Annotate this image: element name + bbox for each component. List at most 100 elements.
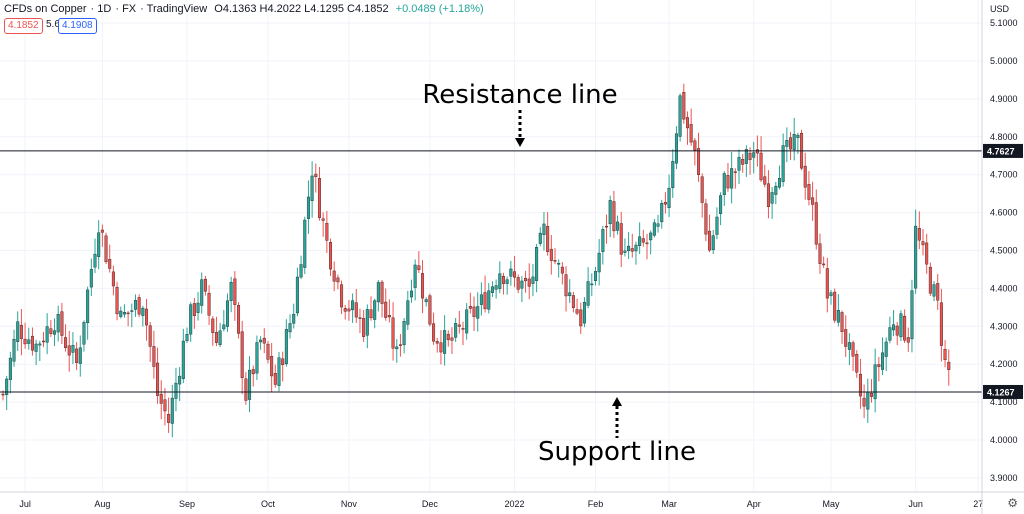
candle-body xyxy=(674,133,678,164)
y-tick-label: 4.2000 xyxy=(990,359,1018,369)
gear-icon[interactable]: ⚙ xyxy=(1007,496,1018,510)
candle-body xyxy=(343,308,347,312)
buy-price-button[interactable]: 4.1908 xyxy=(58,18,97,34)
candle-body xyxy=(892,324,896,331)
candle-body xyxy=(214,332,218,343)
support-line-price-tag xyxy=(983,384,1023,399)
x-tick-label: 27 xyxy=(973,499,983,509)
candle-body xyxy=(833,291,837,321)
candle-body xyxy=(906,337,910,343)
candle-body xyxy=(774,185,778,195)
candle-body xyxy=(402,321,406,345)
candle-body xyxy=(531,276,535,284)
sell-price-button[interactable]: 4.1852 xyxy=(4,18,43,34)
candle-body xyxy=(700,176,704,203)
candle-body xyxy=(520,280,524,289)
x-tick-label: 2022 xyxy=(505,499,525,509)
candle-body xyxy=(5,378,9,395)
candle-body xyxy=(71,345,75,353)
candle-body xyxy=(211,318,215,333)
candle-body xyxy=(443,330,447,354)
candle-body xyxy=(697,148,701,175)
candle-body xyxy=(163,399,167,412)
candle-body xyxy=(225,300,229,327)
candle-body xyxy=(737,157,741,171)
candle-body xyxy=(222,324,226,330)
candle-body xyxy=(792,133,796,150)
candle-body xyxy=(538,232,542,244)
support-arrow-head xyxy=(612,397,622,406)
candle-body xyxy=(888,327,892,341)
candle-body xyxy=(568,292,572,297)
candle-body xyxy=(340,284,344,308)
candle-body xyxy=(229,282,233,301)
symbol-name[interactable]: CFDs on Copper xyxy=(4,3,87,15)
candle-body xyxy=(943,349,947,361)
currency-label[interactable]: USD xyxy=(990,4,1010,14)
interval[interactable]: 1D xyxy=(97,3,112,15)
candle-body xyxy=(546,225,550,252)
x-tick-label: Apr xyxy=(747,499,761,509)
candle-body xyxy=(586,281,590,306)
candle-body xyxy=(855,354,859,373)
candle-body xyxy=(49,328,53,334)
candle-body xyxy=(30,335,34,351)
candle-body xyxy=(627,245,631,252)
candle-body xyxy=(336,277,340,283)
exchange: FX xyxy=(122,3,137,15)
candle-body xyxy=(288,323,292,333)
candle-body xyxy=(358,317,362,319)
y-tick-label: 4.5000 xyxy=(990,246,1018,256)
candle-body xyxy=(730,168,734,189)
candle-body xyxy=(170,397,174,424)
candle-body xyxy=(93,253,97,268)
candle-body xyxy=(605,225,609,228)
candle-body xyxy=(284,329,288,365)
y-tick-label: 4.9000 xyxy=(990,94,1018,104)
candle-body xyxy=(435,341,439,344)
candle-body xyxy=(428,295,432,325)
x-tick-label: Dec xyxy=(422,499,439,509)
candle-body xyxy=(619,223,623,255)
candle-body xyxy=(207,292,211,316)
candle-body xyxy=(498,273,502,289)
candle-body xyxy=(273,373,277,385)
chart-header: CFDs on Copper · 1D · FX · TradingView O4.1… xyxy=(4,3,484,15)
candle-body xyxy=(704,203,708,235)
candle-body xyxy=(564,274,568,297)
candle-body xyxy=(836,310,840,323)
candle-body xyxy=(468,305,472,309)
candle-body xyxy=(733,171,737,173)
candle-body xyxy=(181,340,185,379)
grid-lines xyxy=(0,0,982,492)
candle-body xyxy=(321,218,325,221)
candle-body xyxy=(711,235,715,251)
candle-body xyxy=(34,343,38,352)
candle-body xyxy=(608,200,612,225)
candle-body xyxy=(862,397,866,407)
candle-body xyxy=(840,312,844,332)
y-tick-label: 4.7000 xyxy=(990,170,1018,180)
candle-body xyxy=(689,124,693,143)
candle-body xyxy=(446,333,450,341)
candle-body xyxy=(825,268,829,299)
candle-body xyxy=(759,152,763,181)
price-change: +0.0489 (+1.18%) xyxy=(395,3,484,15)
candle-body xyxy=(914,225,918,289)
candle-body xyxy=(645,242,649,245)
candle-body xyxy=(395,346,399,350)
candle-body xyxy=(557,263,561,265)
candle-body xyxy=(487,290,491,310)
candle-body xyxy=(766,183,770,207)
candle-body xyxy=(86,289,90,324)
candle-body xyxy=(373,300,377,320)
candle-body xyxy=(432,323,436,342)
candle-body xyxy=(678,95,682,137)
candle-body xyxy=(527,278,531,287)
candle-body xyxy=(505,279,509,284)
candle-body xyxy=(910,290,914,340)
candle-body xyxy=(858,373,862,397)
candle-body xyxy=(461,328,465,330)
candle-body xyxy=(369,309,373,319)
